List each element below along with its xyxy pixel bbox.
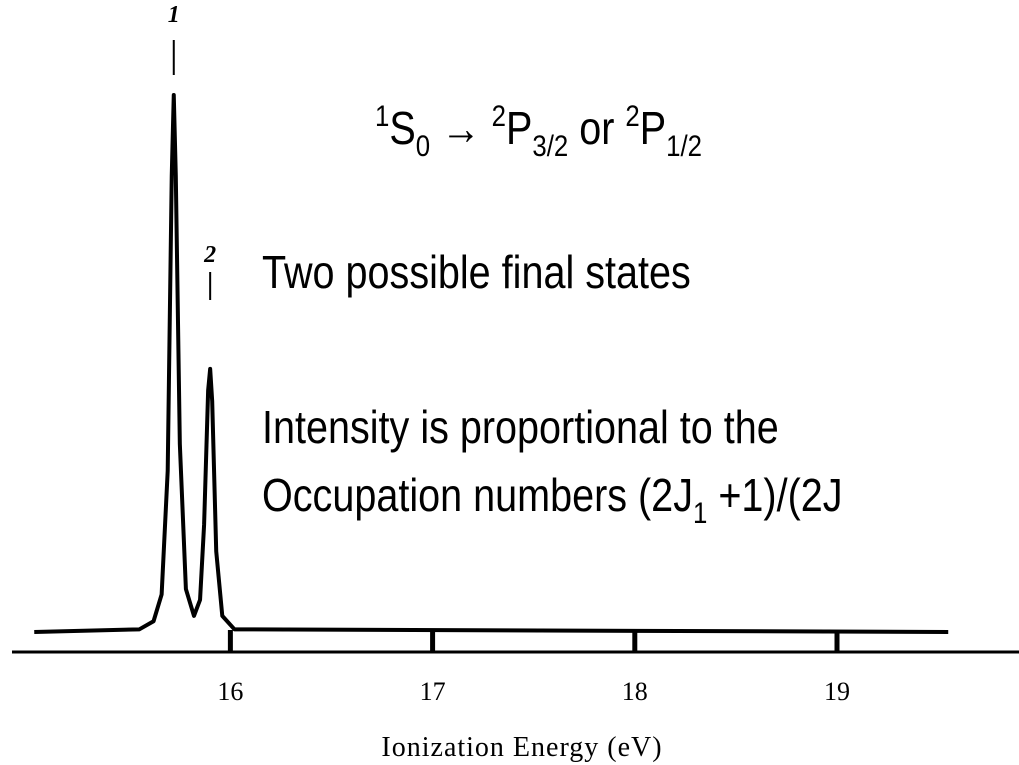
term: P <box>505 102 533 154</box>
peak-label: 2 <box>203 242 216 268</box>
text-line: Intensity is proportional to the <box>262 401 779 453</box>
sub: 1/2 <box>666 130 703 163</box>
sub: 0 <box>415 130 431 163</box>
text: +1)/(2J <box>707 469 843 521</box>
sup: 1 <box>375 100 390 133</box>
text: Occupation numbers (2J <box>262 469 693 521</box>
text-line: Two possible final states <box>262 246 691 298</box>
text-line: Occupation numbers (2J1 +1)/(2J <box>262 468 843 531</box>
arrow: → <box>441 102 481 154</box>
x-tick-label: 18 <box>622 677 648 706</box>
sub: 3/2 <box>532 130 569 163</box>
peak-label: 1 <box>168 2 180 28</box>
x-tick-label: 16 <box>217 677 243 706</box>
sup: 2 <box>625 100 640 133</box>
term: P <box>639 102 667 154</box>
x-tick-label: 19 <box>824 677 850 706</box>
x-tick-label: 17 <box>420 677 446 706</box>
sup: 2 <box>491 100 506 133</box>
sub: 1 <box>692 497 708 530</box>
term: S <box>389 102 416 154</box>
x-axis-label: Ionization Energy (eV) <box>381 732 662 763</box>
spectrum-line <box>34 93 949 634</box>
word: or <box>579 102 615 154</box>
transition: 1S0 → 2P3/2 or 2P1/2 <box>375 100 702 164</box>
